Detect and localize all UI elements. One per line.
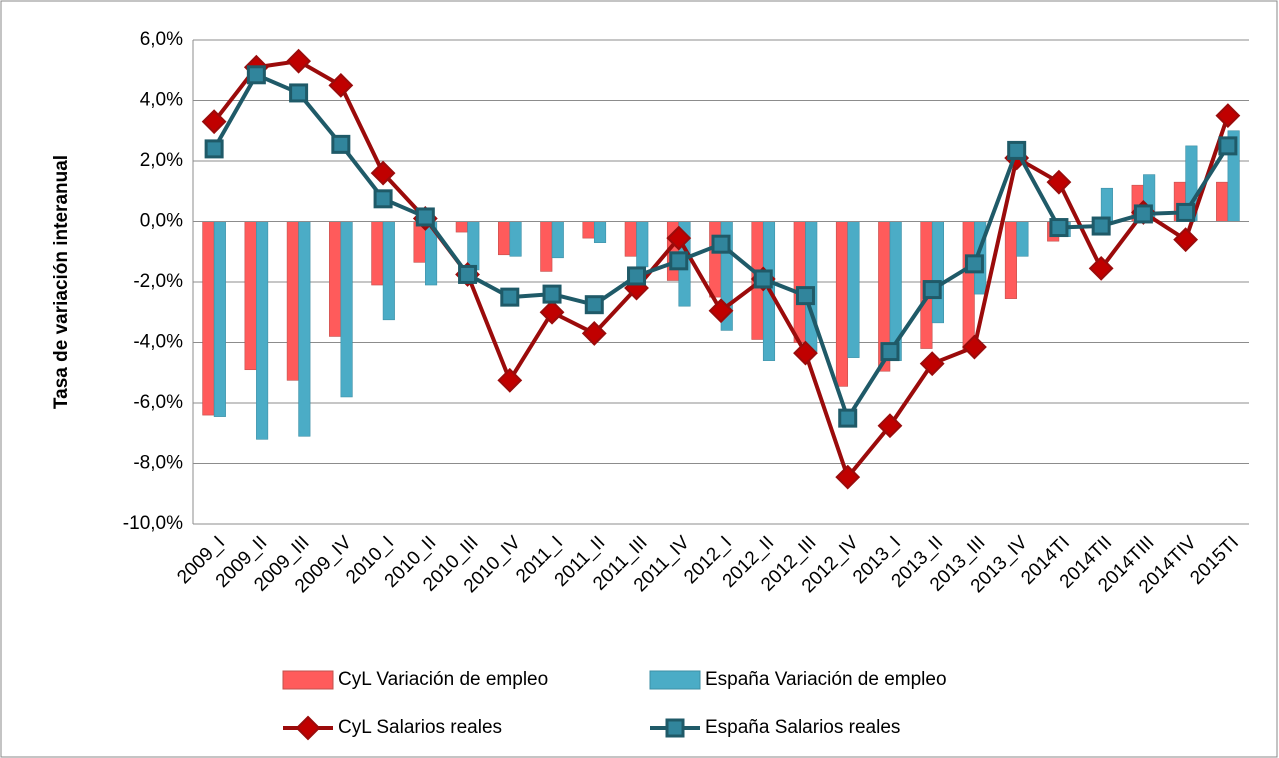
marker	[919, 351, 945, 377]
marker	[542, 284, 562, 304]
bar	[371, 221, 384, 286]
legend-swatch	[282, 670, 334, 690]
bar	[551, 221, 564, 259]
bar	[467, 221, 480, 271]
bar	[497, 221, 511, 256]
y-tick-label: -6,0%	[133, 392, 183, 413]
legend-marker	[665, 718, 685, 738]
marker	[627, 266, 647, 286]
bar	[213, 221, 226, 417]
marker	[289, 83, 309, 103]
legend-label: CyL Variación de empleo	[338, 669, 548, 690]
marker	[838, 408, 858, 428]
marker	[246, 65, 266, 85]
marker	[1176, 202, 1196, 222]
bar	[244, 221, 257, 371]
y-tick-label: -10,0%	[123, 513, 183, 534]
marker	[331, 134, 351, 154]
marker	[711, 234, 731, 254]
marker	[880, 342, 900, 362]
bar	[1004, 221, 1017, 299]
bar	[835, 221, 849, 387]
marker	[370, 160, 396, 186]
marker	[458, 264, 478, 284]
marker	[1218, 136, 1238, 156]
y-axis-title: Tasa de variación interanual	[51, 155, 72, 409]
marker	[795, 286, 815, 306]
legend-marker	[295, 715, 321, 741]
marker	[415, 207, 435, 227]
bar	[847, 221, 860, 358]
marker	[793, 340, 818, 366]
bar	[256, 221, 269, 440]
bar	[624, 221, 637, 257]
legend-label: España Salarios reales	[705, 717, 900, 738]
y-tick-label: 4,0%	[140, 90, 183, 111]
marker	[1133, 204, 1153, 224]
marker	[1215, 103, 1241, 129]
bar	[509, 221, 522, 257]
marker	[581, 321, 607, 346]
marker	[964, 254, 984, 274]
marker	[500, 287, 520, 307]
marker	[1091, 216, 1111, 236]
bar	[582, 221, 595, 239]
marker	[1046, 169, 1072, 195]
bar	[931, 221, 945, 324]
marker	[539, 299, 565, 325]
bar	[1016, 221, 1029, 257]
marker	[497, 367, 523, 393]
y-tick-label: -2,0%	[133, 271, 183, 292]
bar	[202, 221, 215, 416]
marker	[584, 295, 604, 315]
bar	[1216, 181, 1229, 222]
legend-label: España Variación de empleo	[705, 669, 947, 690]
marker	[962, 334, 987, 360]
bar	[340, 221, 353, 398]
y-tick-label: 2,0%	[140, 150, 183, 171]
marker	[1007, 140, 1027, 160]
legend-swatch	[649, 670, 701, 690]
bar	[793, 221, 806, 343]
bar	[329, 221, 342, 337]
marker	[328, 72, 354, 98]
marker	[201, 109, 227, 135]
marker	[669, 251, 689, 271]
marker	[1173, 227, 1199, 253]
y-tick-label: -8,0%	[133, 453, 183, 474]
marker	[666, 225, 692, 251]
bar	[298, 221, 311, 437]
bar	[593, 221, 607, 243]
legend-label: CyL Salarios reales	[338, 717, 502, 738]
bar	[1100, 187, 1113, 222]
bar	[455, 221, 468, 233]
marker	[922, 280, 942, 300]
y-tick-label: 0,0%	[140, 211, 183, 232]
bar	[286, 221, 299, 381]
marker	[753, 269, 773, 289]
marker	[835, 464, 861, 490]
marker	[204, 139, 224, 159]
marker	[877, 413, 903, 439]
bar	[636, 221, 649, 268]
marker	[286, 48, 312, 74]
marker	[1088, 255, 1114, 281]
bar	[709, 221, 722, 298]
marker	[1049, 218, 1069, 238]
bar	[382, 221, 395, 321]
marker	[373, 189, 393, 209]
bar	[540, 221, 553, 272]
marker	[708, 298, 734, 324]
y-tick-label: 6,0%	[140, 29, 183, 50]
bar	[962, 221, 975, 352]
y-tick-label: -4,0%	[133, 332, 183, 353]
